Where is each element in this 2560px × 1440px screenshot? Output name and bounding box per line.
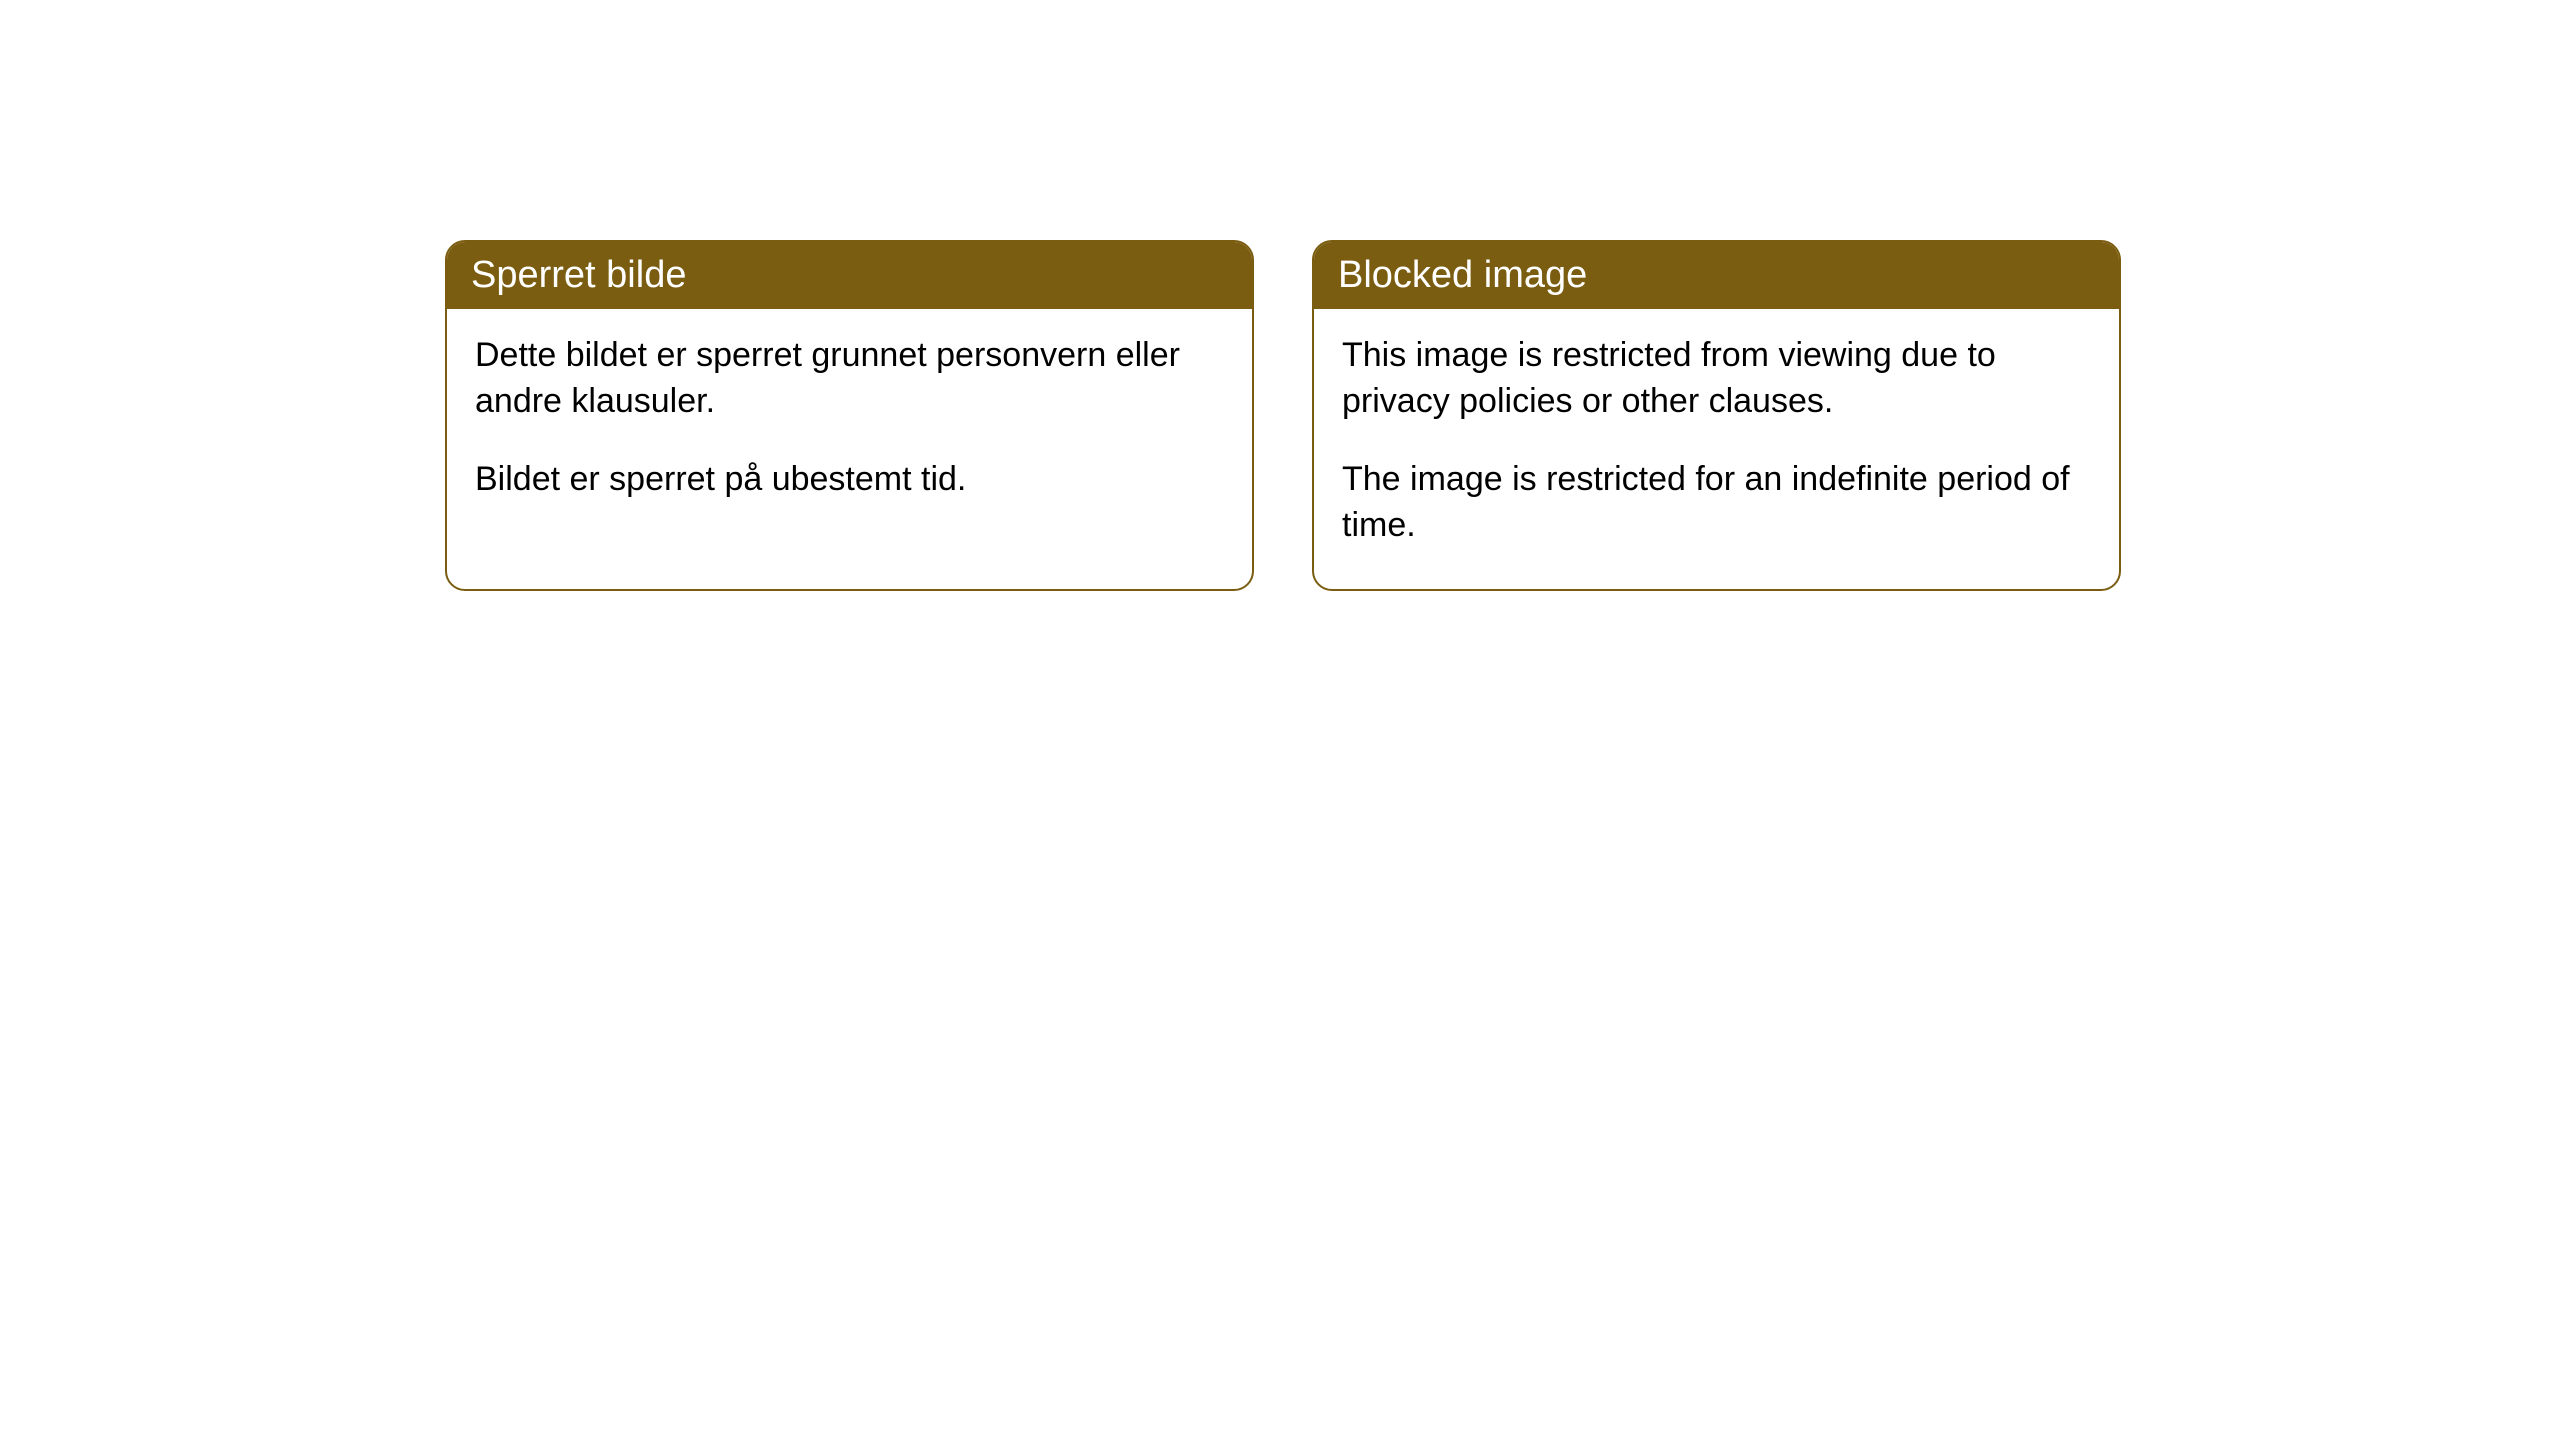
info-cards-container: Sperret bilde Dette bildet er sperret gr… [445, 240, 2121, 591]
card-body-norwegian: Dette bildet er sperret grunnet personve… [447, 309, 1252, 543]
card-title: Blocked image [1338, 254, 1587, 296]
info-card-norwegian: Sperret bilde Dette bildet er sperret gr… [445, 240, 1254, 591]
card-body-english: This image is restricted from viewing du… [1314, 309, 2119, 589]
card-paragraph-1: Dette bildet er sperret grunnet personve… [475, 333, 1224, 425]
card-header-norwegian: Sperret bilde [447, 242, 1252, 309]
card-header-english: Blocked image [1314, 242, 2119, 309]
card-paragraph-2: The image is restricted for an indefinit… [1342, 457, 2091, 549]
card-title: Sperret bilde [471, 254, 686, 296]
info-card-english: Blocked image This image is restricted f… [1312, 240, 2121, 591]
card-paragraph-1: This image is restricted from viewing du… [1342, 333, 2091, 425]
card-paragraph-2: Bildet er sperret på ubestemt tid. [475, 457, 1224, 503]
